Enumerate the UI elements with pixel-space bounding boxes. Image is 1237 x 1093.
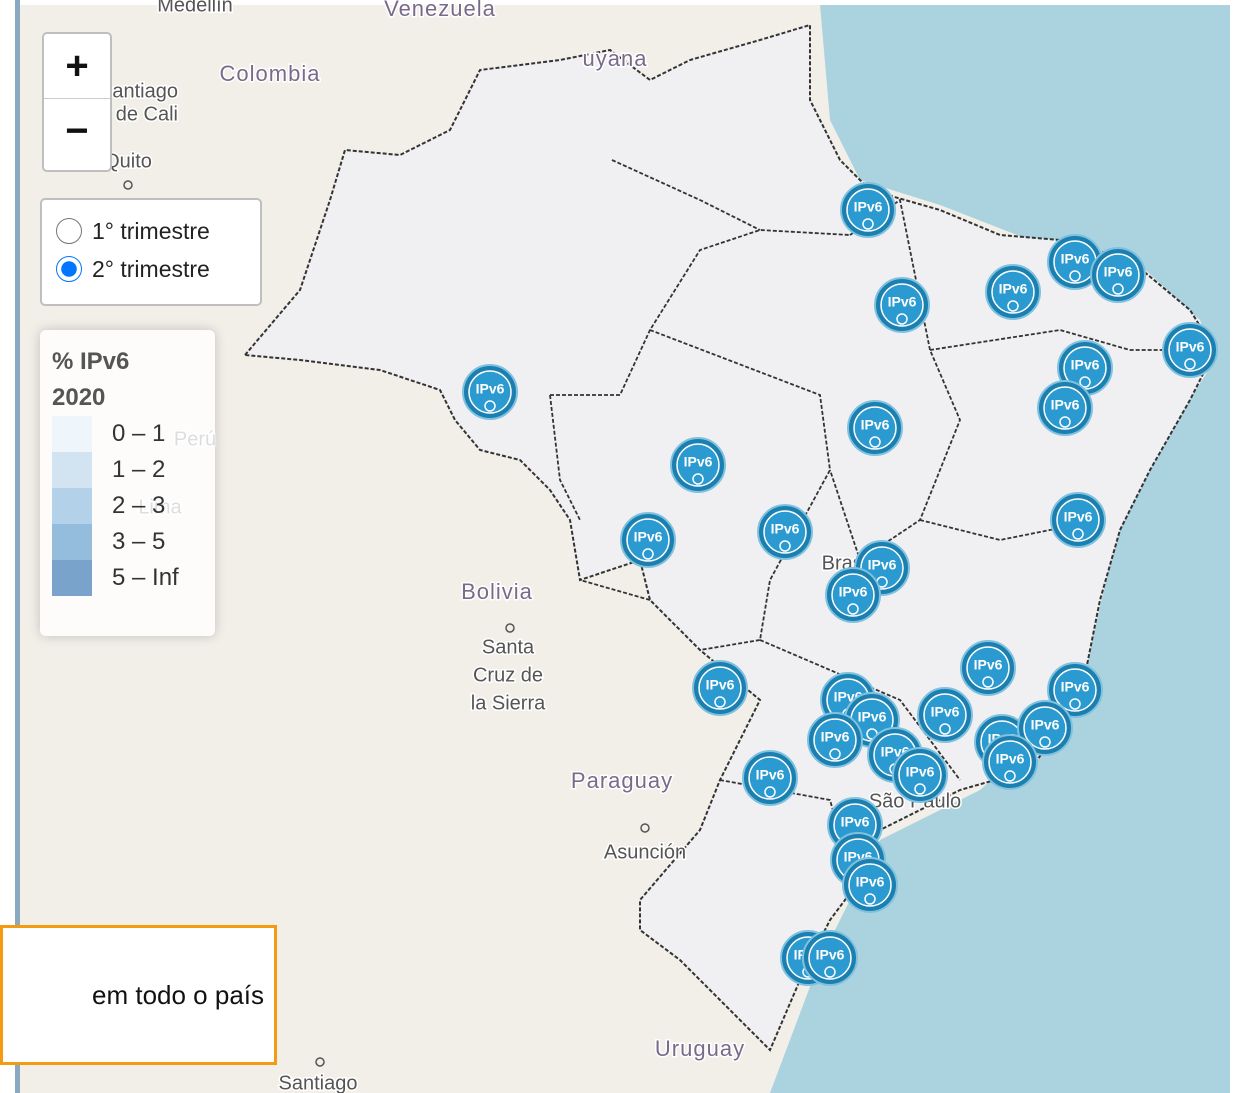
legend-label: 3 – 5 [112, 528, 165, 556]
page: Medellín Venezuela uyana Colombia Santiago de… [0, 0, 1237, 1093]
ipv6-marker[interactable]: IPv6 [803, 931, 857, 985]
place-label: Medellín [157, 0, 233, 16]
place-label: Colombia [220, 61, 321, 86]
ipv6-marker[interactable]: IPv6 [875, 278, 929, 332]
marker-label: IPv6 [476, 381, 505, 397]
marker-label: IPv6 [999, 281, 1028, 297]
ipv6-marker[interactable]: IPv6 [848, 401, 902, 455]
place-label: Cruz de [473, 664, 543, 686]
marker-label: IPv6 [816, 947, 845, 963]
place-label: Paraguay [571, 768, 673, 793]
legend-label: 5 – Inf [112, 564, 179, 592]
marker-label: IPv6 [821, 729, 850, 745]
marker-label: IPv6 [888, 294, 917, 310]
marker-label: IPv6 [861, 417, 890, 433]
marker-label: IPv6 [1061, 251, 1090, 267]
callout: em todo o país [0, 925, 277, 1065]
marker-label: IPv6 [771, 521, 800, 537]
marker-label: IPv6 [1071, 357, 1100, 373]
ipv6-marker[interactable]: IPv6 [986, 265, 1040, 319]
ipv6-marker[interactable]: IPv6 [843, 858, 897, 912]
marker-label: IPv6 [684, 454, 713, 470]
marker-label: IPv6 [856, 874, 885, 890]
marker-label: IPv6 [1031, 717, 1060, 733]
ipv6-marker[interactable]: IPv6 [961, 641, 1015, 695]
place-label: la Sierra [471, 692, 546, 714]
marker-label: IPv6 [974, 657, 1003, 673]
legend-title: % IPv6 [52, 344, 203, 380]
layer-option-label: 1° trimestre [92, 218, 210, 245]
ipv6-marker[interactable]: IPv6 [1038, 381, 1092, 435]
ipv6-marker[interactable]: IPv6 [841, 183, 895, 237]
place-label: Asunción [604, 841, 686, 863]
marker-label: IPv6 [634, 529, 663, 545]
ipv6-marker[interactable]: IPv6 [826, 568, 880, 622]
ipv6-marker[interactable]: IPv6 [1051, 493, 1105, 547]
ipv6-marker[interactable]: IPv6 [1091, 248, 1145, 302]
zoom-in[interactable]: + [44, 34, 110, 99]
marker-label: IPv6 [839, 584, 868, 600]
ipv6-marker[interactable]: IPv6 [808, 713, 862, 767]
legend-swatch [52, 416, 92, 452]
zoom-out[interactable]: − [44, 99, 110, 163]
zoom-control: + − [42, 32, 112, 172]
ipv6-marker[interactable]: IPv6 [983, 735, 1037, 789]
legend-item: 3 – 5 [52, 524, 203, 560]
layer-option-label: 2° trimestre [92, 256, 210, 283]
marker-label: IPv6 [1176, 339, 1205, 355]
marker-label: IPv6 [1051, 397, 1080, 413]
place-label: Santa [482, 636, 535, 658]
legend-title: 2020 [52, 380, 203, 416]
ipv6-marker[interactable]: IPv6 [671, 438, 725, 492]
place-label: uyana [583, 46, 648, 71]
marker-label: IPv6 [906, 764, 935, 780]
place-label: de Cali [116, 103, 178, 125]
ipv6-marker[interactable]: IPv6 [758, 505, 812, 559]
ipv6-marker[interactable]: IPv6 [621, 513, 675, 567]
legend-label: 1 – 2 [112, 456, 165, 484]
marker-label: IPv6 [756, 767, 785, 783]
legend-label: 0 – 1 [112, 420, 165, 448]
ipv6-marker[interactable]: IPv6 [1163, 323, 1217, 377]
marker-label: IPv6 [1104, 264, 1133, 280]
ipv6-marker[interactable]: IPv6 [893, 748, 947, 802]
marker-label: IPv6 [854, 199, 883, 215]
ipv6-marker[interactable]: IPv6 [463, 365, 517, 419]
radio[interactable] [56, 218, 82, 244]
layer-option: 2° trimestre [42, 250, 260, 288]
ipv6-marker[interactable]: IPv6 [918, 688, 972, 742]
place-label: Uruguay [655, 1036, 745, 1061]
marker-label: IPv6 [706, 677, 735, 693]
marker-label: IPv6 [1061, 679, 1090, 695]
legend-item: 0 – 1 [52, 416, 203, 452]
layer-option: 1° trimestre [42, 212, 260, 250]
place-label: Santiago [279, 1072, 358, 1093]
legend-swatch [52, 524, 92, 560]
marker-label: IPv6 [1064, 509, 1093, 525]
legend-item: 5 – Inf [52, 560, 203, 596]
legend-item: 2 – 3 [52, 488, 203, 524]
marker-label: IPv6 [868, 557, 897, 573]
legend-swatch [52, 452, 92, 488]
legend-item: 1 – 2 [52, 452, 203, 488]
legend-swatch [52, 560, 92, 596]
place-label: Bolivia [461, 579, 533, 604]
marker-label: IPv6 [931, 704, 960, 720]
marker-label: IPv6 [858, 709, 887, 725]
marker-label: IPv6 [841, 814, 870, 830]
ipv6-marker[interactable]: IPv6 [693, 661, 747, 715]
radio[interactable] [56, 256, 82, 282]
legend-label: 2 – 3 [112, 492, 165, 520]
layer-control: 1° trimestre 2° trimestre [40, 198, 262, 306]
marker-label: IPv6 [996, 751, 1025, 767]
place-label: Venezuela [384, 0, 496, 21]
legend-swatch [52, 488, 92, 524]
ipv6-marker[interactable]: IPv6 [743, 751, 797, 805]
